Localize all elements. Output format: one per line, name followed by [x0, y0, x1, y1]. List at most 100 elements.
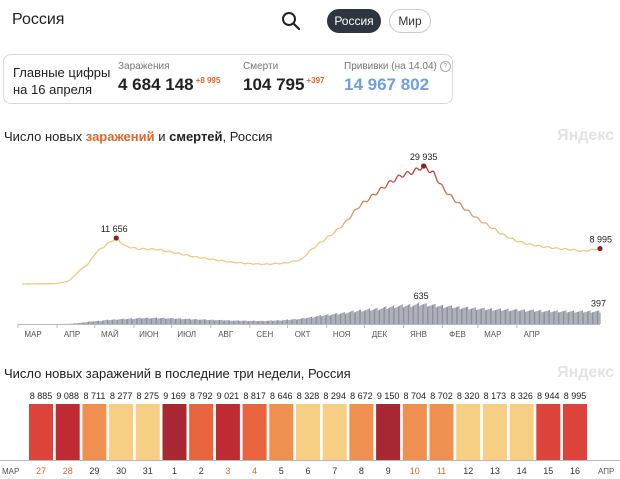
deaths-bar	[300, 318, 302, 324]
deaths-bar	[531, 309, 533, 324]
deaths-bar	[554, 311, 556, 324]
infections-segment	[385, 184, 388, 188]
infections-segment	[189, 255, 191, 257]
deaths-bar	[595, 311, 597, 324]
deaths-bar	[256, 321, 258, 324]
deaths-bar	[521, 310, 523, 324]
deaths-bar	[285, 319, 287, 324]
bar-end-month: АПР	[598, 467, 614, 476]
deaths-bar	[289, 319, 291, 324]
deaths-bar	[307, 317, 309, 324]
deaths-bar	[101, 320, 103, 324]
search-icon[interactable]	[281, 11, 301, 31]
deaths-bar	[161, 318, 163, 324]
deaths-bar	[274, 320, 276, 324]
infections-segment	[102, 246, 104, 249]
deaths-bar	[358, 310, 360, 324]
infections-segment	[386, 181, 389, 186]
infections-segment	[327, 235, 330, 237]
deaths-bar	[251, 320, 253, 324]
deaths-bar	[532, 309, 534, 324]
search-input[interactable]	[1, 10, 284, 30]
infections-segment	[452, 196, 455, 201]
infections-segment	[394, 178, 397, 182]
deaths-bar	[478, 309, 480, 324]
deaths-bar	[469, 309, 471, 324]
day-bar-value: 9 021	[217, 391, 240, 401]
deaths-bar	[580, 310, 582, 324]
deaths-bar	[506, 309, 508, 324]
deaths-bar	[487, 309, 489, 324]
infections-segment	[405, 170, 408, 174]
day-bar-value: 9 088	[56, 391, 79, 401]
deaths-bar	[372, 309, 374, 324]
deaths-bar	[321, 316, 323, 324]
infections-segment	[180, 253, 183, 256]
infections-segment	[486, 222, 489, 226]
deaths-bar	[106, 319, 108, 324]
deaths-annotation-label: 635	[414, 291, 429, 301]
deaths-bar	[433, 304, 435, 324]
deaths-bar	[468, 309, 470, 324]
infections-segment	[488, 226, 491, 229]
deaths-bar	[254, 320, 256, 324]
infections-segment	[349, 214, 353, 218]
deaths-bar	[298, 319, 300, 324]
deaths-bar	[492, 310, 494, 324]
deaths-bar	[494, 310, 496, 324]
deaths-bar	[590, 312, 592, 324]
infections-segment	[143, 247, 146, 250]
deaths-delta: +397	[306, 76, 325, 85]
infections-segment	[436, 181, 440, 184]
deaths-bar	[166, 318, 168, 324]
scope-world-button[interactable]: Мир	[389, 9, 431, 33]
deaths-bar	[363, 310, 365, 324]
deaths-bar	[173, 318, 175, 324]
deaths-bar	[576, 311, 578, 324]
infections-segment	[558, 247, 561, 250]
deaths-bar	[172, 317, 174, 324]
deaths-bar	[400, 305, 402, 324]
deaths-bar	[391, 306, 393, 324]
infections-segment	[85, 264, 88, 267]
deaths-bar	[479, 308, 481, 324]
deaths-bar	[569, 311, 571, 324]
deaths-bar	[546, 310, 548, 324]
infections-segment	[343, 220, 347, 224]
help-icon[interactable]: ?	[439, 61, 451, 72]
deaths-bar	[104, 320, 106, 324]
deaths-bar	[230, 320, 232, 324]
deaths-bar	[429, 305, 431, 324]
day-bar-value: 8 995	[564, 391, 587, 401]
day-label: 27	[36, 466, 46, 476]
deaths-bar	[157, 318, 159, 324]
infections-segment	[170, 250, 173, 253]
deaths-bar	[238, 320, 239, 324]
deaths-bar	[551, 311, 553, 324]
infections-segment	[493, 227, 496, 230]
month-label: МАЙ	[101, 330, 119, 339]
deaths-bar	[405, 306, 407, 324]
deaths-bar	[287, 319, 289, 324]
infections-segment	[531, 244, 534, 246]
deaths-bar	[463, 307, 465, 324]
deaths-bar	[83, 322, 84, 324]
infections-segment	[78, 269, 81, 273]
infections-segment	[589, 248, 592, 251]
infections-segment	[352, 209, 355, 213]
deaths-bar	[556, 310, 558, 324]
deaths-bar	[418, 302, 420, 324]
deaths-bar	[94, 321, 96, 324]
infections-segment	[434, 174, 437, 179]
deaths-bar	[517, 311, 519, 324]
infections-segment	[119, 241, 122, 244]
scope-russia-button[interactable]: Россия	[327, 9, 381, 33]
deaths-bar	[123, 318, 125, 324]
deaths-bar	[563, 311, 564, 324]
day-label: 7	[332, 466, 337, 476]
deaths-bar	[421, 304, 423, 324]
search-box[interactable]	[0, 0, 312, 40]
deaths-bar	[198, 319, 200, 324]
deaths-bar	[278, 320, 280, 324]
deaths-value: 104 795	[243, 75, 305, 94]
